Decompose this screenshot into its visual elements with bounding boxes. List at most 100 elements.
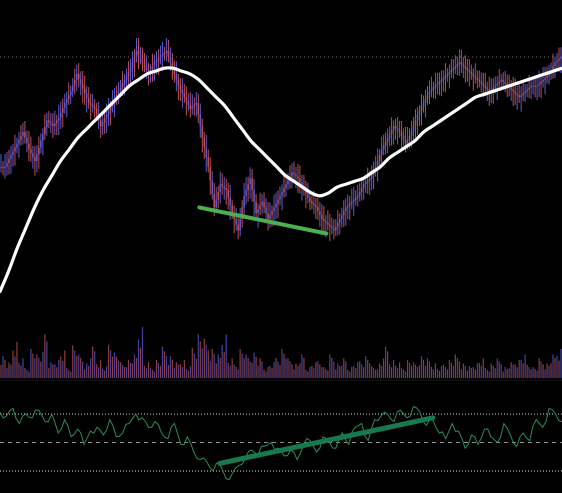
candle-body [251,178,253,190]
volume-bar [307,371,309,378]
volume-bar [438,370,441,378]
volume-bar [532,367,534,378]
candle-body [299,178,301,183]
candle-body [191,106,194,109]
volume-bar [440,366,443,378]
candle-body [229,197,231,206]
candle-body [221,184,224,187]
candle-body [329,224,331,227]
candle-body [161,54,164,57]
candle-body [99,120,102,127]
volume-bar [143,365,146,378]
volume-bar [387,351,389,378]
volume-bar [442,364,445,378]
candle-body [452,68,455,71]
candle-body [420,106,423,111]
volume-bar [257,365,259,378]
volume-bar [44,334,46,378]
volume-bar [56,367,58,378]
volume-bar [233,364,235,378]
volume-bar [436,368,439,378]
volume-bar [18,362,20,378]
candle-body [458,62,461,65]
volume-bar [78,354,80,378]
volume-bar [522,363,524,378]
candle-body [492,87,495,90]
candle-body [546,75,548,78]
volume-bar [263,369,265,378]
candle-body [430,89,433,92]
candle-body [295,174,297,177]
volume-bar [434,363,437,378]
volume-bar [48,368,50,378]
candle-body [392,126,395,131]
candle-body [285,184,287,189]
candle-body [370,174,373,179]
volume-bar [106,366,108,378]
candle-body [307,193,309,198]
volume-bar [215,363,217,378]
volume-bar [536,370,538,378]
candle-body [85,93,88,99]
candle-body [127,72,130,76]
volume-bar [416,367,419,378]
candle-body [476,77,479,80]
candle-body [42,133,44,141]
candle-body [486,87,489,90]
candle-body [325,220,327,223]
candle-body [462,64,465,67]
candle-body [89,103,92,105]
volume-bar [145,368,148,378]
volume-bar [560,348,562,378]
candle-body [217,191,220,200]
volume-bar [466,370,468,378]
volume-bar [287,358,289,378]
candle-body [109,106,112,111]
volume-bar [277,361,279,378]
volume-bar [159,365,162,378]
candle-body [257,209,259,214]
candle-body [335,226,337,231]
candle-body [83,88,86,94]
volume-bar [72,345,74,378]
volume-bar [317,361,319,378]
candle-body [331,226,333,229]
volume-bar [414,364,417,378]
candle-body [514,91,516,94]
volume-bar [50,362,52,378]
candle-body [18,139,20,144]
volume-bar [20,365,22,378]
candle-body [237,224,239,231]
volume-bar [474,369,476,378]
candle-body [123,79,126,84]
volume-bar [68,369,70,378]
volume-bar [245,354,247,378]
volume-bar [432,369,435,378]
candle-body [277,199,279,204]
candle-body [368,178,371,181]
volume-bar [389,364,391,378]
candle-body [470,72,473,74]
volume-bar [488,371,490,378]
volume-bar [12,350,14,378]
volume-bar [84,369,86,378]
candle-body [530,85,532,88]
volume-bar [392,359,395,378]
candle-body [22,132,24,136]
candle-body [219,184,222,192]
candle-body [384,141,387,146]
candle-body [225,188,227,190]
candle-body [528,87,530,90]
candle-body [500,79,503,82]
volume-bar [345,361,347,378]
volume-bar [235,367,237,378]
volume-bar [231,358,233,378]
candle-body [348,203,351,206]
candle-body [464,66,467,69]
volume-bar [552,354,554,378]
volume-bar [422,359,425,378]
volume-bar [100,359,102,378]
volume-bar [542,364,544,378]
volume-bar [121,364,124,378]
